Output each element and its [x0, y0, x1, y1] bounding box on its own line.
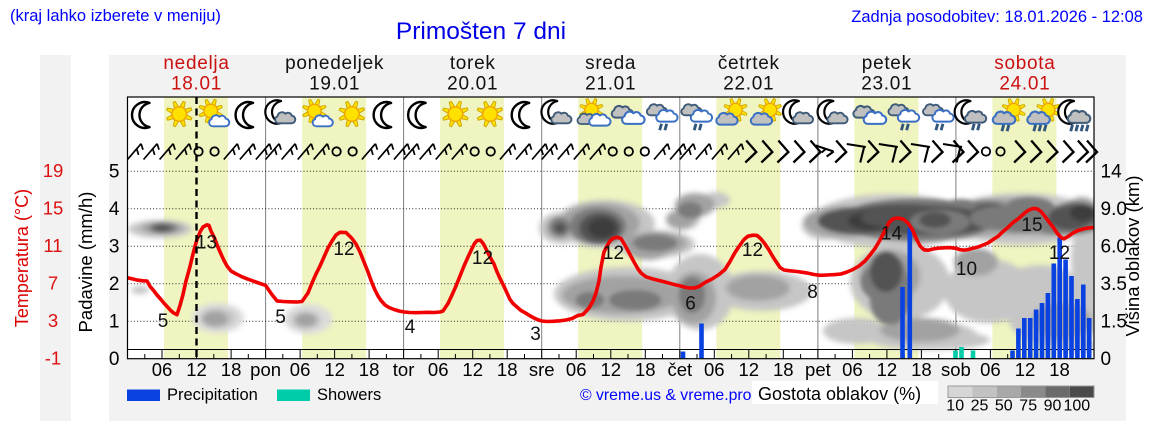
svg-text:19: 19 — [43, 160, 64, 181]
svg-text:18: 18 — [1049, 359, 1070, 380]
svg-text:5: 5 — [275, 307, 286, 328]
svg-text:6.0: 6.0 — [1101, 237, 1127, 258]
svg-text:0: 0 — [1101, 349, 1112, 370]
svg-text:sreda: sreda — [585, 53, 636, 74]
svg-text:12: 12 — [186, 359, 207, 380]
svg-text:petek: petek — [862, 53, 912, 74]
svg-text:18: 18 — [359, 359, 380, 380]
svg-text:-1: -1 — [45, 348, 61, 369]
svg-text:pon: pon — [250, 359, 281, 380]
svg-text:18: 18 — [911, 359, 932, 380]
svg-text:Padavine (mm/h): Padavine (mm/h) — [75, 192, 96, 333]
svg-text:12: 12 — [877, 359, 898, 380]
svg-text:8: 8 — [807, 282, 818, 303]
svg-text:06: 06 — [290, 359, 311, 380]
svg-text:© vreme.us & vreme.pro: © vreme.us & vreme.pro — [580, 387, 752, 404]
svg-text:18.01: 18.01 — [171, 74, 222, 95]
svg-text:12: 12 — [742, 240, 763, 261]
svg-text:Temperatura (°C): Temperatura (°C) — [12, 189, 32, 327]
svg-text:100: 100 — [1063, 398, 1090, 415]
svg-text:19.01: 19.01 — [309, 74, 360, 95]
svg-text:90: 90 — [1044, 398, 1062, 415]
svg-text:06: 06 — [704, 359, 725, 380]
svg-text:6: 6 — [685, 294, 696, 315]
svg-text:25: 25 — [971, 398, 989, 415]
svg-text:12: 12 — [462, 359, 483, 380]
svg-text:3: 3 — [48, 310, 58, 331]
svg-text:20.01: 20.01 — [447, 74, 498, 95]
svg-text:13: 13 — [196, 233, 217, 254]
svg-text:18: 18 — [497, 359, 518, 380]
svg-text:(kraj lahko izberete v meniju): (kraj lahko izberete v meniju) — [10, 7, 221, 25]
svg-text:četrtek: četrtek — [718, 53, 780, 74]
svg-text:sob: sob — [941, 359, 971, 380]
svg-text:18: 18 — [635, 359, 656, 380]
svg-text:Zadnja posodobitev: 18.01.2026: Zadnja posodobitev: 18.01.2026 - 12:08 — [851, 8, 1143, 26]
svg-text:15: 15 — [1021, 215, 1042, 236]
svg-text:0: 0 — [109, 349, 120, 370]
svg-text:24.01: 24.01 — [999, 74, 1050, 95]
svg-text:06: 06 — [980, 359, 1001, 380]
svg-text:1: 1 — [109, 312, 120, 333]
svg-text:ponedeljek: ponedeljek — [285, 53, 384, 74]
svg-text:5: 5 — [158, 311, 169, 332]
svg-text:9.0: 9.0 — [1101, 199, 1127, 220]
svg-text:06: 06 — [566, 359, 587, 380]
svg-text:21.01: 21.01 — [585, 74, 636, 95]
svg-text:Višina oblakov (km): Višina oblakov (km) — [1122, 175, 1143, 336]
svg-text:22.01: 22.01 — [723, 74, 774, 95]
svg-text:11: 11 — [43, 235, 62, 256]
svg-text:12: 12 — [472, 248, 493, 269]
svg-text:1.5: 1.5 — [1101, 312, 1127, 333]
svg-text:4: 4 — [405, 317, 416, 338]
svg-text:06: 06 — [428, 359, 449, 380]
svg-text:3: 3 — [109, 237, 120, 258]
svg-text:06: 06 — [152, 359, 173, 380]
svg-text:12: 12 — [603, 243, 624, 264]
svg-text:10: 10 — [946, 398, 964, 415]
svg-text:Showers: Showers — [317, 386, 381, 404]
svg-text:12: 12 — [739, 359, 760, 380]
svg-text:18: 18 — [773, 359, 794, 380]
svg-text:10: 10 — [956, 259, 977, 280]
svg-text:2: 2 — [109, 274, 120, 295]
svg-text:12: 12 — [1015, 359, 1036, 380]
svg-text:3.5: 3.5 — [1101, 274, 1127, 295]
svg-text:12: 12 — [333, 239, 354, 260]
svg-text:14: 14 — [1101, 162, 1123, 183]
svg-text:12: 12 — [1049, 243, 1070, 264]
svg-text:sre: sre — [529, 359, 555, 380]
svg-text:torek: torek — [450, 53, 496, 74]
svg-text:75: 75 — [1019, 398, 1037, 415]
svg-text:15: 15 — [43, 198, 64, 219]
svg-text:3: 3 — [530, 324, 541, 345]
svg-text:06: 06 — [842, 359, 863, 380]
svg-text:4: 4 — [109, 199, 120, 220]
svg-text:Primošten 7 dni: Primošten 7 dni — [396, 18, 566, 45]
svg-text:23.01: 23.01 — [861, 74, 912, 95]
svg-text:čet: čet — [667, 359, 692, 380]
svg-text:Precipitation: Precipitation — [167, 386, 258, 404]
svg-text:14: 14 — [881, 224, 903, 245]
svg-text:sobota: sobota — [994, 53, 1055, 74]
svg-text:tor: tor — [393, 359, 415, 380]
svg-text:18: 18 — [221, 359, 242, 380]
svg-text:Gostota oblakov (%): Gostota oblakov (%) — [758, 384, 921, 404]
svg-text:7: 7 — [48, 273, 58, 294]
svg-text:nedelja: nedelja — [163, 53, 229, 74]
svg-text:50: 50 — [995, 398, 1013, 415]
svg-text:12: 12 — [324, 359, 345, 380]
svg-text:5: 5 — [109, 162, 120, 183]
svg-text:12: 12 — [601, 359, 622, 380]
svg-text:pet: pet — [805, 359, 831, 380]
